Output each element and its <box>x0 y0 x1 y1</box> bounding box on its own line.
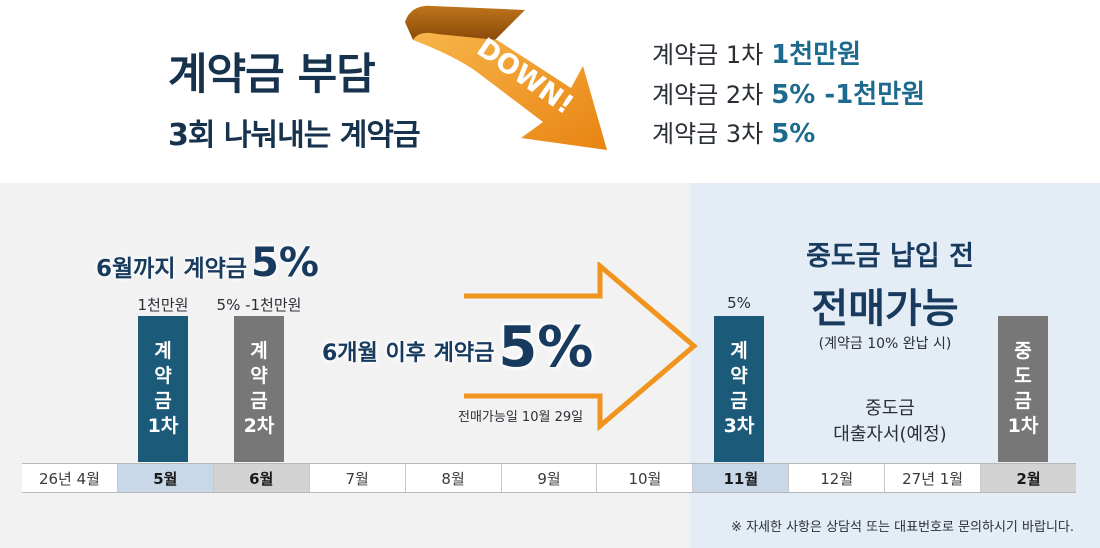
deposit-list: 계약금 1차 1천만원 계약금 2차 5% -1천만원 계약금 3차 5% <box>652 34 925 154</box>
until-june-label: 6월까지 계약금 <box>96 256 247 282</box>
month-cell: 10월 <box>597 464 694 492</box>
bar-3-top-label: 5% <box>727 294 751 312</box>
resale-title-line1: 중도금 납입 전 <box>806 241 974 272</box>
interim-loan-line2: 대출자서(예정) <box>833 424 947 445</box>
interim-loan-line1: 중도금 <box>865 398 915 419</box>
resale-title-line2: 전매가능 <box>811 286 959 332</box>
deposit-row-label: 계약금 2차 <box>652 81 764 109</box>
bar-char: 계 <box>154 340 172 362</box>
until-june-caption: 6월까지 계약금 5% <box>96 240 319 286</box>
header-subtitle: 3회 나눠내는 계약금 <box>168 118 421 153</box>
resale-date-note: 전매가능일 10월 29일 <box>458 410 584 425</box>
bar-char: 약 <box>730 365 748 387</box>
header-title: 계약금 부담 <box>168 50 376 100</box>
bar-char: 1차 <box>1007 415 1039 437</box>
deposit-row-label: 계약금 1차 <box>652 41 764 69</box>
down-arrow-icon: DOWN! <box>405 5 607 150</box>
bar-char: 1차 <box>147 415 179 437</box>
bar-char: 금 <box>730 390 748 412</box>
bar-char: 약 <box>154 365 172 387</box>
bar-char: 금 <box>250 390 268 412</box>
deposit-row-3: 계약금 3차 5% <box>652 114 925 154</box>
bar-char: 중 <box>1014 340 1032 362</box>
after-six-months-value: 5% <box>498 315 594 380</box>
after-six-months-label: 6개월 이후 계약금 <box>322 341 495 366</box>
footnote: ※ 자세한 사항은 상담석 또는 대표번호로 문의하시기 바랍니다. <box>731 520 1074 535</box>
deposit-row-label: 계약금 3차 <box>652 120 764 148</box>
deposit-row-1: 계약금 1차 1천만원 <box>652 34 925 74</box>
bar-char: 도 <box>1014 365 1032 387</box>
month-cell: 26년 4월 <box>22 464 118 492</box>
month-cell: 27년 1월 <box>885 464 982 492</box>
bar-1-top-label: 1천만원 <box>137 296 189 314</box>
month-cell: 8월 <box>406 464 502 492</box>
month-cell: 9월 <box>502 464 598 492</box>
month-cell: 6월 <box>213 464 310 492</box>
deposit-row-2: 계약금 2차 5% -1천만원 <box>652 74 925 114</box>
right-arrow-icon <box>464 262 698 432</box>
interim-loan-note: 중도금 대출자서(예정) <box>790 396 990 448</box>
bar-char: 계 <box>730 340 748 362</box>
month-cell: 11월 <box>693 464 790 492</box>
bar-char: 계 <box>250 340 268 362</box>
month-cell: 12월 <box>789 464 886 492</box>
deposit-row-value: 5% -1천만원 <box>771 80 926 110</box>
bar-char: 2차 <box>243 415 275 437</box>
bar-char: 약 <box>250 365 268 387</box>
until-june-value: 5% <box>250 240 319 286</box>
deposit-row-value: 1천만원 <box>771 40 862 70</box>
resale-condition-note: (계약금 10% 완납 시) <box>818 336 952 352</box>
bar-char: 3차 <box>723 415 755 437</box>
bar-char: 금 <box>1014 390 1032 412</box>
bar-deposit-1: 계 약 금 1차 <box>138 316 188 462</box>
bar-deposit-2: 계 약 금 2차 <box>234 316 284 462</box>
bar-2-top-label: 5% -1천만원 <box>216 296 302 314</box>
month-cell: 2월 <box>981 464 1076 492</box>
month-axis: 26년 4월 5월 6월 7월 8월 9월 10월 11월 12월 27년 1월… <box>22 463 1076 493</box>
bar-interim-1: 중 도 금 1차 <box>998 316 1048 462</box>
month-cell: 7월 <box>310 464 406 492</box>
month-cell: 5월 <box>117 464 214 492</box>
bar-deposit-3: 계 약 금 3차 <box>714 316 764 462</box>
after-six-months-caption: 6개월 이후 계약금5% <box>322 315 593 380</box>
deposit-row-value: 5% <box>771 119 816 149</box>
bar-char: 금 <box>154 390 172 412</box>
